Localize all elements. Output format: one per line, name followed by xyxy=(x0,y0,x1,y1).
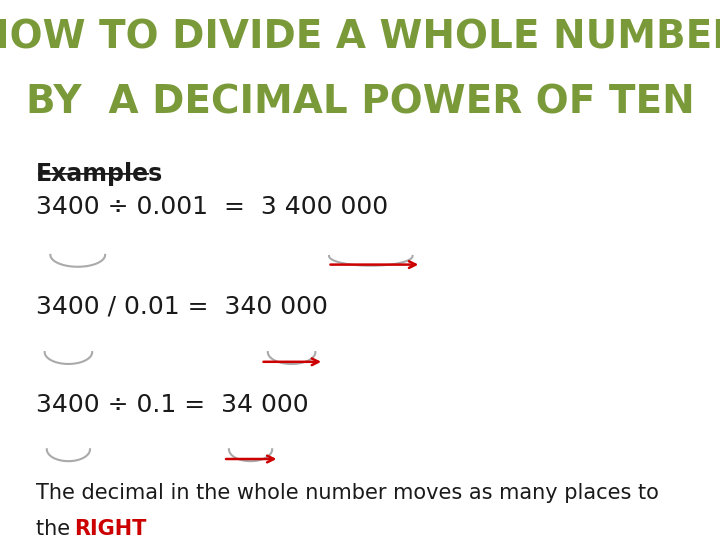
Text: 3400 ÷ 0.001  =  3 400 000: 3400 ÷ 0.001 = 3 400 000 xyxy=(36,195,388,219)
Text: RIGHT: RIGHT xyxy=(74,519,147,539)
Text: 3400 / 0.01 =  340 000: 3400 / 0.01 = 340 000 xyxy=(36,294,328,318)
Text: the: the xyxy=(36,519,77,539)
Text: The decimal in the whole number moves as many places to: The decimal in the whole number moves as… xyxy=(36,483,659,503)
Text: HOW TO DIVIDE A WHOLE NUMBER: HOW TO DIVIDE A WHOLE NUMBER xyxy=(0,19,720,57)
Text: 3400 ÷ 0.1 =  34 000: 3400 ÷ 0.1 = 34 000 xyxy=(36,393,309,417)
Text: BY  A DECIMAL POWER OF TEN: BY A DECIMAL POWER OF TEN xyxy=(26,84,694,122)
Text: Examples: Examples xyxy=(36,162,163,186)
